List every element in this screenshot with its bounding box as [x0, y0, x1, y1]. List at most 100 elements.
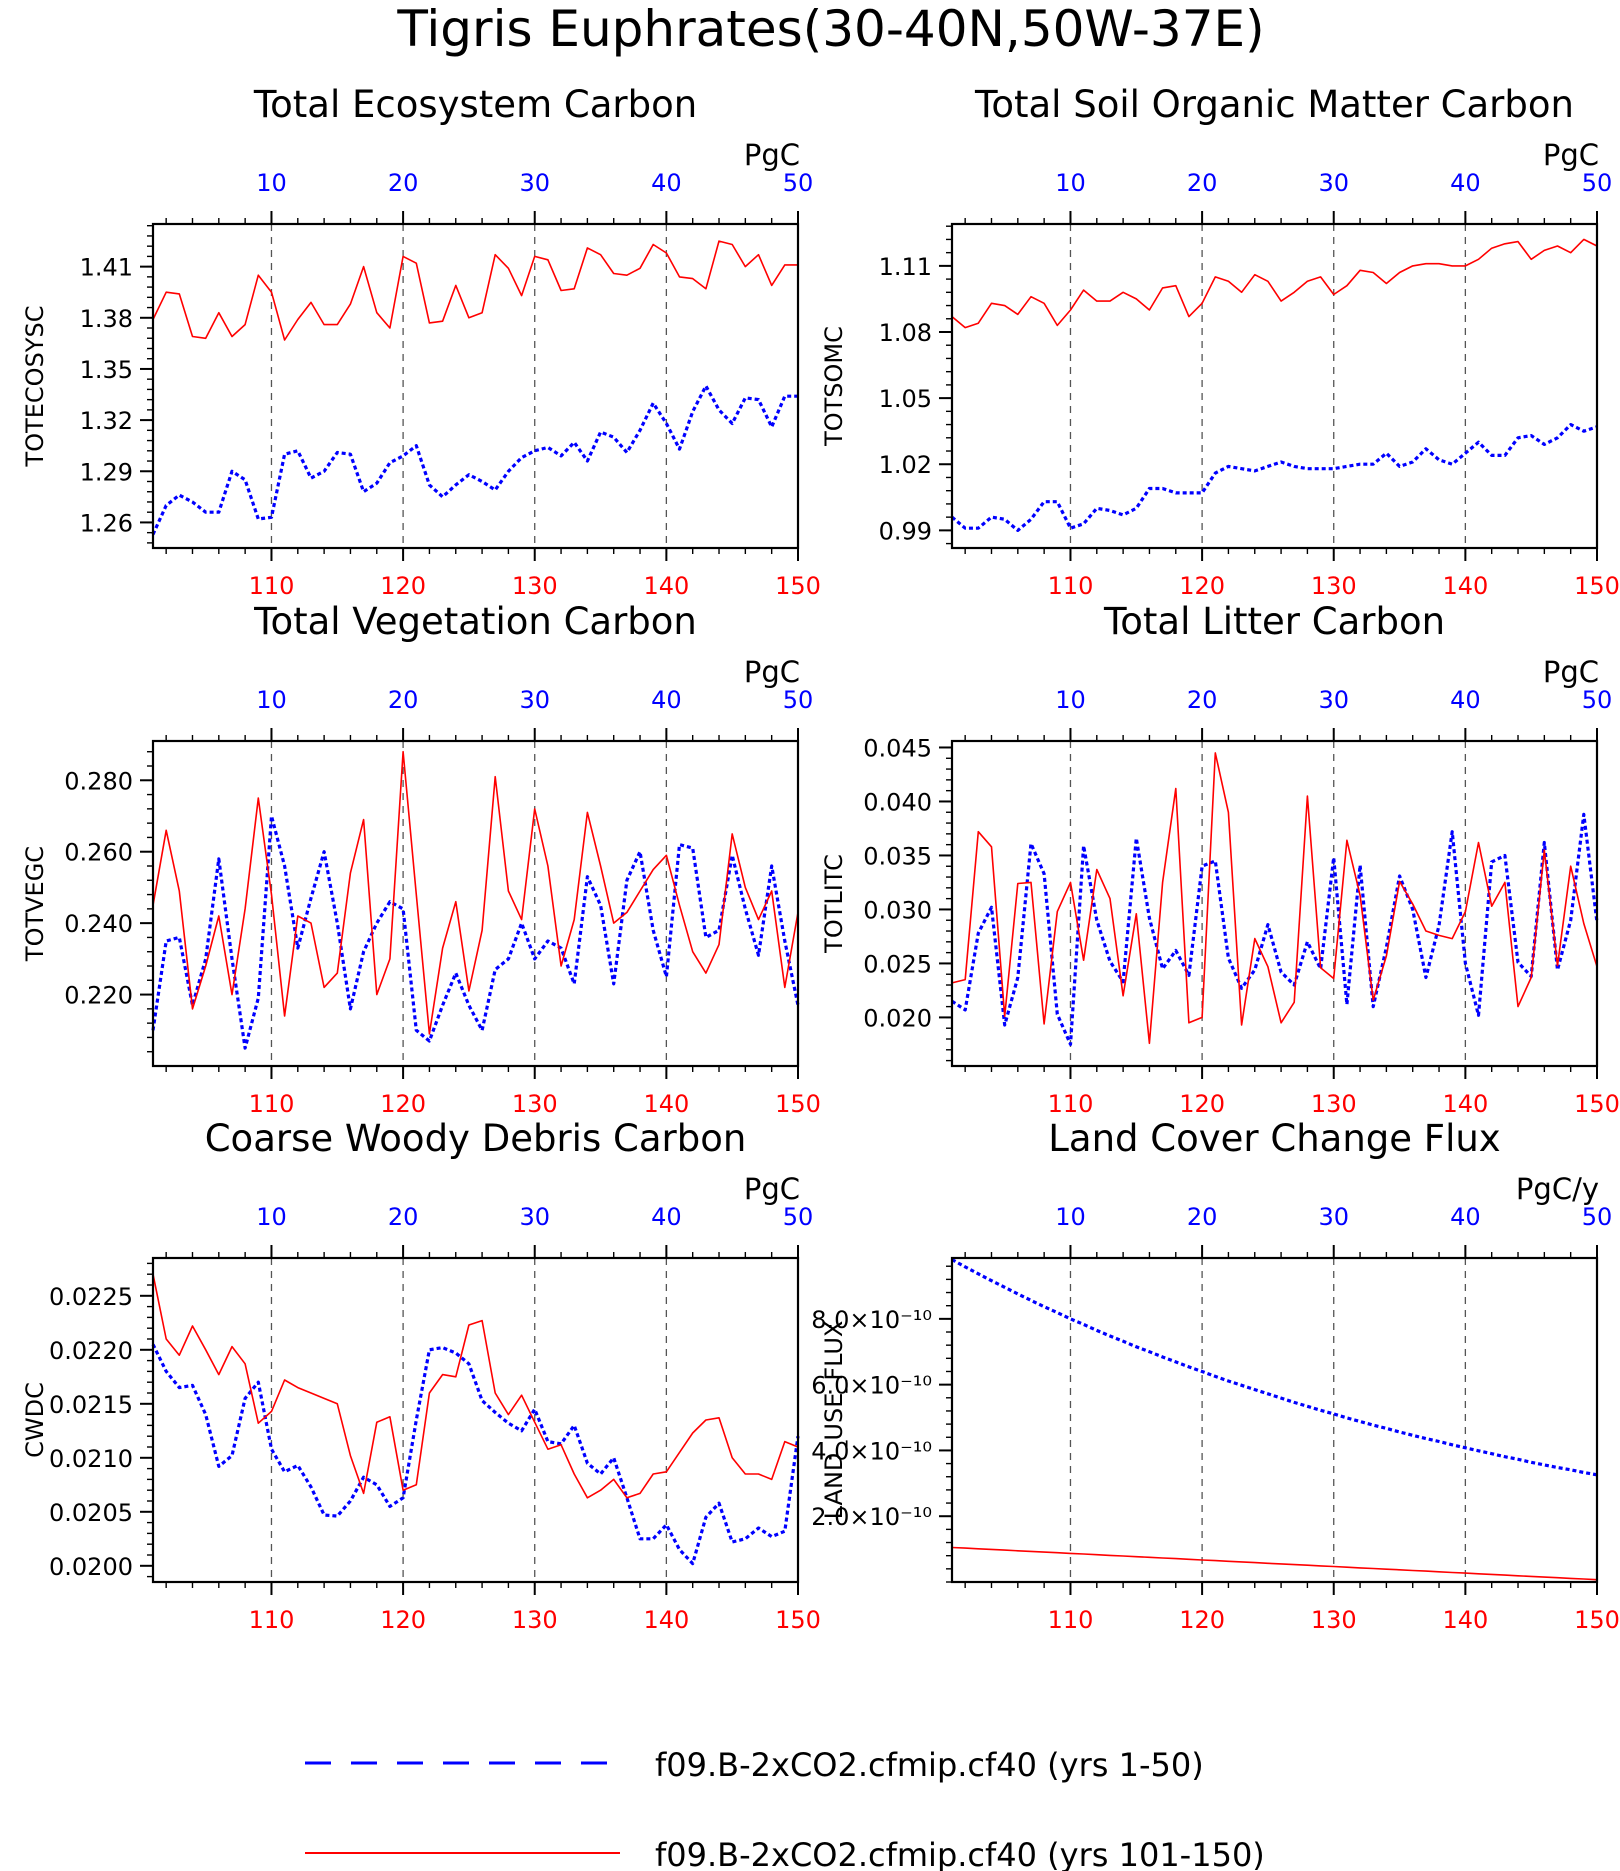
- x-top-tick-label: 10: [1055, 1203, 1086, 1231]
- x-bottom-tick-label: 120: [1179, 1606, 1225, 1634]
- x-bottom-tick-label: 120: [380, 572, 426, 600]
- panel-units: PgC: [744, 655, 800, 689]
- y-tick-label: 0.030: [863, 896, 932, 924]
- panel-title: Total Vegetation Carbon: [253, 600, 697, 643]
- y-tick-label: 0.0205: [49, 1499, 133, 1527]
- x-top-tick-label: 30: [1318, 686, 1349, 714]
- x-bottom-tick-label: 130: [1311, 1090, 1357, 1118]
- chart-panel-4: Total Litter Carbon PgC TOTLITC 0.020 0.025 0…: [820, 600, 1620, 1118]
- series-line-1: [950, 423, 1598, 533]
- x-top-tick-label: 10: [256, 686, 287, 714]
- y-tick-label: 1.41: [80, 254, 133, 282]
- x-bottom-tick-label: 120: [380, 1090, 426, 1118]
- series-line-2: [152, 240, 798, 341]
- y-tick-label: 1.32: [80, 407, 133, 435]
- y-tick-label: 0.99: [879, 517, 932, 545]
- x-bottom-tick-label: 130: [512, 1090, 558, 1118]
- y-tick-label: 0.040: [863, 788, 932, 816]
- panel-title: Total Litter Carbon: [1103, 600, 1445, 643]
- x-bottom-tick-label: 150: [775, 1606, 821, 1634]
- x-top-tick-label: 40: [1450, 169, 1481, 197]
- series-line-2: [152, 750, 799, 1035]
- x-bottom-tick-label: 140: [1442, 572, 1488, 600]
- x-top-tick-label: 50: [783, 169, 814, 197]
- y-tick-label: 0.035: [863, 842, 932, 870]
- x-bottom-tick-label: 130: [512, 572, 558, 600]
- y-tick-label: 0.020: [863, 1004, 932, 1032]
- y-axis-label: LAND_USE_FLUX: [820, 1321, 848, 1520]
- x-bottom-tick-label: 120: [1179, 572, 1225, 600]
- x-bottom-tick-label: 140: [643, 1090, 689, 1118]
- x-top-tick-label: 10: [1055, 686, 1086, 714]
- x-top-tick-label: 10: [256, 1203, 287, 1231]
- series-line-1: [951, 812, 1599, 1047]
- panel-title: Coarse Woody Debris Carbon: [205, 1117, 747, 1160]
- series-line-1: [151, 384, 798, 536]
- panel-units: PgC: [744, 1172, 800, 1206]
- y-tick-label: 1.05: [879, 385, 932, 413]
- x-top-tick-label: 20: [388, 1203, 419, 1231]
- x-top-tick-label: 10: [256, 169, 287, 197]
- y-tick-label: 0.0215: [49, 1391, 133, 1419]
- x-top-tick-label: 40: [651, 169, 682, 197]
- x-top-tick-label: 50: [783, 686, 814, 714]
- x-bottom-tick-label: 150: [1574, 1606, 1620, 1634]
- y-tick-label: 6.0×10⁻¹⁰: [811, 1372, 932, 1400]
- y-tick-label: 2.0×10⁻¹⁰: [811, 1503, 932, 1531]
- x-top-tick-label: 30: [1318, 1203, 1349, 1231]
- plot-frame: [950, 739, 1599, 1068]
- y-axis-label: TOTVEGC: [21, 846, 49, 962]
- panel-title: Total Ecosystem Carbon: [253, 83, 697, 126]
- x-bottom-tick-label: 150: [775, 1090, 821, 1118]
- x-top-tick-label: 40: [651, 686, 682, 714]
- x-top-tick-label: 20: [1187, 169, 1218, 197]
- y-tick-label: 1.35: [80, 356, 133, 384]
- y-tick-label: 8.0×10⁻¹⁰: [811, 1306, 932, 1334]
- y-tick-label: 0.045: [863, 734, 932, 762]
- y-tick-label: 4.0×10⁻¹⁰: [811, 1437, 932, 1465]
- series-line-1: [151, 1343, 800, 1566]
- x-bottom-tick-label: 140: [1442, 1606, 1488, 1634]
- chart-panel-2: Total Soil Organic Matter Carbon PgC TOTSO…: [820, 83, 1620, 600]
- y-tick-label: 0.0210: [49, 1445, 133, 1473]
- y-tick-label: 0.240: [64, 910, 133, 938]
- x-top-tick-label: 30: [519, 1203, 550, 1231]
- y-tick-label: 1.26: [80, 509, 133, 537]
- x-bottom-tick-label: 110: [249, 1090, 295, 1118]
- x-bottom-tick-label: 130: [1311, 572, 1357, 600]
- panel-units: PgC: [1543, 138, 1599, 172]
- figure-title: Tigris Euphrates(30-40N,50W-37E): [396, 0, 1264, 58]
- x-top-tick-label: 20: [388, 686, 419, 714]
- x-bottom-tick-label: 110: [1048, 1606, 1094, 1634]
- y-axis-label: TOTSOMC: [820, 326, 848, 447]
- legend-label-series2: f09.B-2xCO2.cfmip.cf40 (yrs 101-150): [655, 1836, 1265, 1871]
- x-top-tick-label: 50: [1582, 1203, 1613, 1231]
- x-bottom-tick-label: 140: [1442, 1090, 1488, 1118]
- x-top-tick-label: 50: [1582, 686, 1613, 714]
- panel-units: PgC: [744, 138, 800, 172]
- x-bottom-tick-label: 110: [249, 572, 295, 600]
- x-bottom-tick-label: 110: [1048, 572, 1094, 600]
- y-tick-label: 1.11: [879, 253, 932, 281]
- x-bottom-tick-label: 110: [249, 1606, 295, 1634]
- chart-panel-5: Coarse Woody Debris Carbon PgC CWDC 0.0200 0…: [21, 1117, 821, 1634]
- x-bottom-tick-label: 150: [1574, 1090, 1620, 1118]
- plot-frame: [950, 1256, 1599, 1584]
- panel-units: PgC/y: [1516, 1172, 1599, 1206]
- series-line-2: [951, 1546, 1598, 1581]
- plot-frame: [151, 739, 800, 1068]
- x-bottom-tick-label: 130: [1311, 1606, 1357, 1634]
- x-bottom-tick-label: 120: [380, 1606, 426, 1634]
- x-bottom-tick-label: 150: [775, 572, 821, 600]
- panels-group: Total Ecosystem Carbon PgC TOTECOSYSC 1.26 1…: [21, 83, 1620, 1634]
- x-top-tick-label: 40: [1450, 1203, 1481, 1231]
- chart-panel-1: Total Ecosystem Carbon PgC TOTECOSYSC 1.26 1…: [21, 83, 821, 600]
- panel-title: Land Cover Change Flux: [1048, 1117, 1500, 1160]
- y-tick-label: 1.38: [80, 305, 133, 333]
- x-bottom-tick-label: 110: [1048, 1090, 1094, 1118]
- series-line-2: [951, 752, 1598, 1045]
- x-top-tick-label: 30: [519, 686, 550, 714]
- x-top-tick-label: 40: [1450, 686, 1481, 714]
- x-top-tick-label: 50: [1582, 169, 1613, 197]
